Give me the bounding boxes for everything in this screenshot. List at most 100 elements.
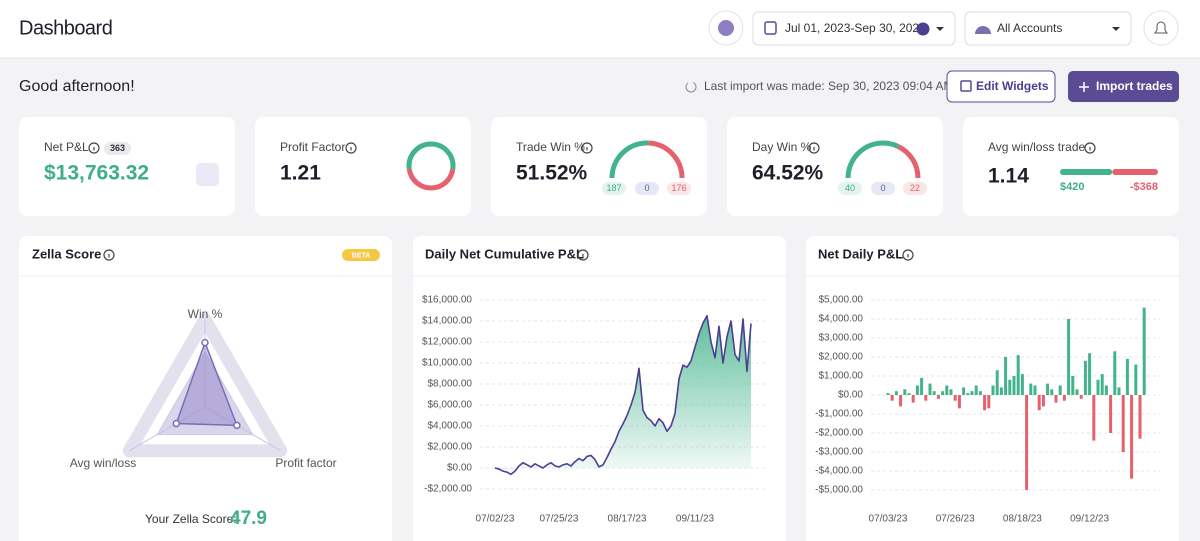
edit-widgets-button[interactable]: [946, 70, 1056, 103]
radar-point: [233, 421, 241, 430]
bar: [1046, 383, 1050, 395]
y-tick-label: -$5,000.00: [815, 485, 863, 496]
radar-axis-label: Profit factor: [275, 456, 336, 470]
stat-label: Avg win/loss trade: [988, 140, 1085, 154]
y-tick-label: $0.00: [447, 463, 472, 474]
bar: [1012, 376, 1016, 395]
trade-count-badge: 363: [110, 143, 125, 153]
edit-icon: [960, 80, 972, 92]
y-tick-label: -$4,000.00: [815, 466, 863, 477]
bar: [1041, 395, 1045, 407]
bar: [1130, 395, 1134, 479]
y-tick-label: $16,000.00: [422, 295, 472, 306]
x-tick-label: 07/26/23: [936, 514, 975, 525]
radar-score: [175, 340, 238, 427]
bar: [1058, 385, 1062, 395]
bar: [1138, 395, 1142, 439]
y-tick-label: $0.00: [838, 390, 863, 401]
bar: [983, 395, 987, 411]
dropdown-caret: [936, 27, 944, 31]
bar: [945, 385, 949, 395]
bar: [894, 391, 898, 395]
bar: [920, 377, 924, 395]
import-trades-button[interactable]: [1068, 71, 1179, 102]
y-tick-label: $5,000.00: [819, 295, 864, 306]
bar: [987, 395, 991, 409]
badge: [104, 142, 131, 155]
notifications-button[interactable]: [1143, 10, 1179, 46]
stat-label: Day Win %: [752, 140, 812, 154]
net-pnl-icon[interactable]: [196, 163, 219, 186]
clear-date-button[interactable]: [916, 22, 930, 36]
bar: [1067, 319, 1071, 395]
date-range-picker[interactable]: [752, 11, 956, 46]
card-title: Zella Score: [32, 246, 101, 261]
bar: [928, 383, 932, 395]
stat-label: Net P&L: [44, 140, 89, 154]
bar: [1050, 389, 1054, 395]
bar: [1121, 395, 1125, 452]
gauge-win: [609, 140, 649, 179]
account-name: All Accounts: [997, 21, 1062, 35]
bar: [1117, 387, 1121, 395]
count-loss: 176: [671, 183, 686, 193]
count-win: 40: [845, 183, 855, 193]
account-icon: [975, 26, 991, 34]
avg-loss: -$368: [1130, 181, 1158, 193]
bar: [1025, 395, 1029, 490]
bar: [915, 385, 919, 395]
date-range: Jul 01, 2023-Sep 30, 2023: [785, 21, 926, 35]
bar: [1033, 385, 1037, 395]
bar: [907, 393, 911, 395]
y-tick-label: -$2,000.00: [424, 484, 472, 495]
radar-spoke: [204, 406, 281, 452]
y-tick-label: $2,000.00: [428, 442, 473, 453]
edit-widgets-label: Edit Widgets: [976, 79, 1049, 93]
stat-label: Trade Win %: [516, 140, 585, 154]
account-selector[interactable]: [964, 11, 1132, 46]
info-icon: [577, 249, 589, 261]
count-pill: [635, 182, 659, 195]
info-icon: [1084, 142, 1096, 154]
bar: [978, 391, 982, 395]
bar: [970, 391, 974, 395]
count-pill: [871, 182, 895, 195]
bar: [1113, 351, 1117, 395]
x-tick-label: 07/02/23: [476, 514, 515, 525]
bar: [1088, 353, 1092, 395]
net-pnl-value: $13,763.32: [44, 162, 149, 185]
donut-loss: [406, 168, 456, 191]
card-title: Daily Net Cumulative P&L: [425, 246, 584, 261]
y-tick-label: $6,000.00: [428, 400, 473, 411]
stat-card: [19, 117, 235, 216]
info-icon: [581, 142, 593, 154]
beta-badge: [342, 249, 380, 261]
score-value: 47.9: [230, 508, 267, 529]
x-tick-label: 07/03/23: [869, 514, 908, 525]
info-icon: [103, 249, 115, 261]
x-tick-label: 07/25/23: [540, 514, 579, 525]
bar: [1104, 385, 1108, 395]
bar: [903, 389, 907, 395]
y-tick-label: $10,000.00: [422, 358, 472, 369]
radar-axis-label: Avg win/loss: [70, 456, 136, 470]
y-tick-label: $4,000.00: [819, 314, 864, 325]
greeting: Good afternoon!: [19, 78, 135, 95]
info-icon: [808, 142, 820, 154]
bar: [1037, 395, 1041, 411]
bar: [941, 391, 945, 395]
profit-factor-value: 1.21: [280, 162, 321, 185]
donut-win: [406, 141, 456, 170]
bar: [1054, 395, 1058, 403]
radar-point: [172, 419, 181, 428]
x-tick-label: 09/12/23: [1070, 514, 1109, 525]
y-tick-label: $8,000.00: [428, 379, 473, 390]
info-icon: [88, 142, 100, 154]
gauge-loss: [648, 140, 685, 179]
y-tick-label: $2,000.00: [819, 352, 864, 363]
x-tick-label: 08/18/23: [1003, 514, 1042, 525]
line: [494, 314, 752, 476]
bar: [995, 370, 999, 395]
